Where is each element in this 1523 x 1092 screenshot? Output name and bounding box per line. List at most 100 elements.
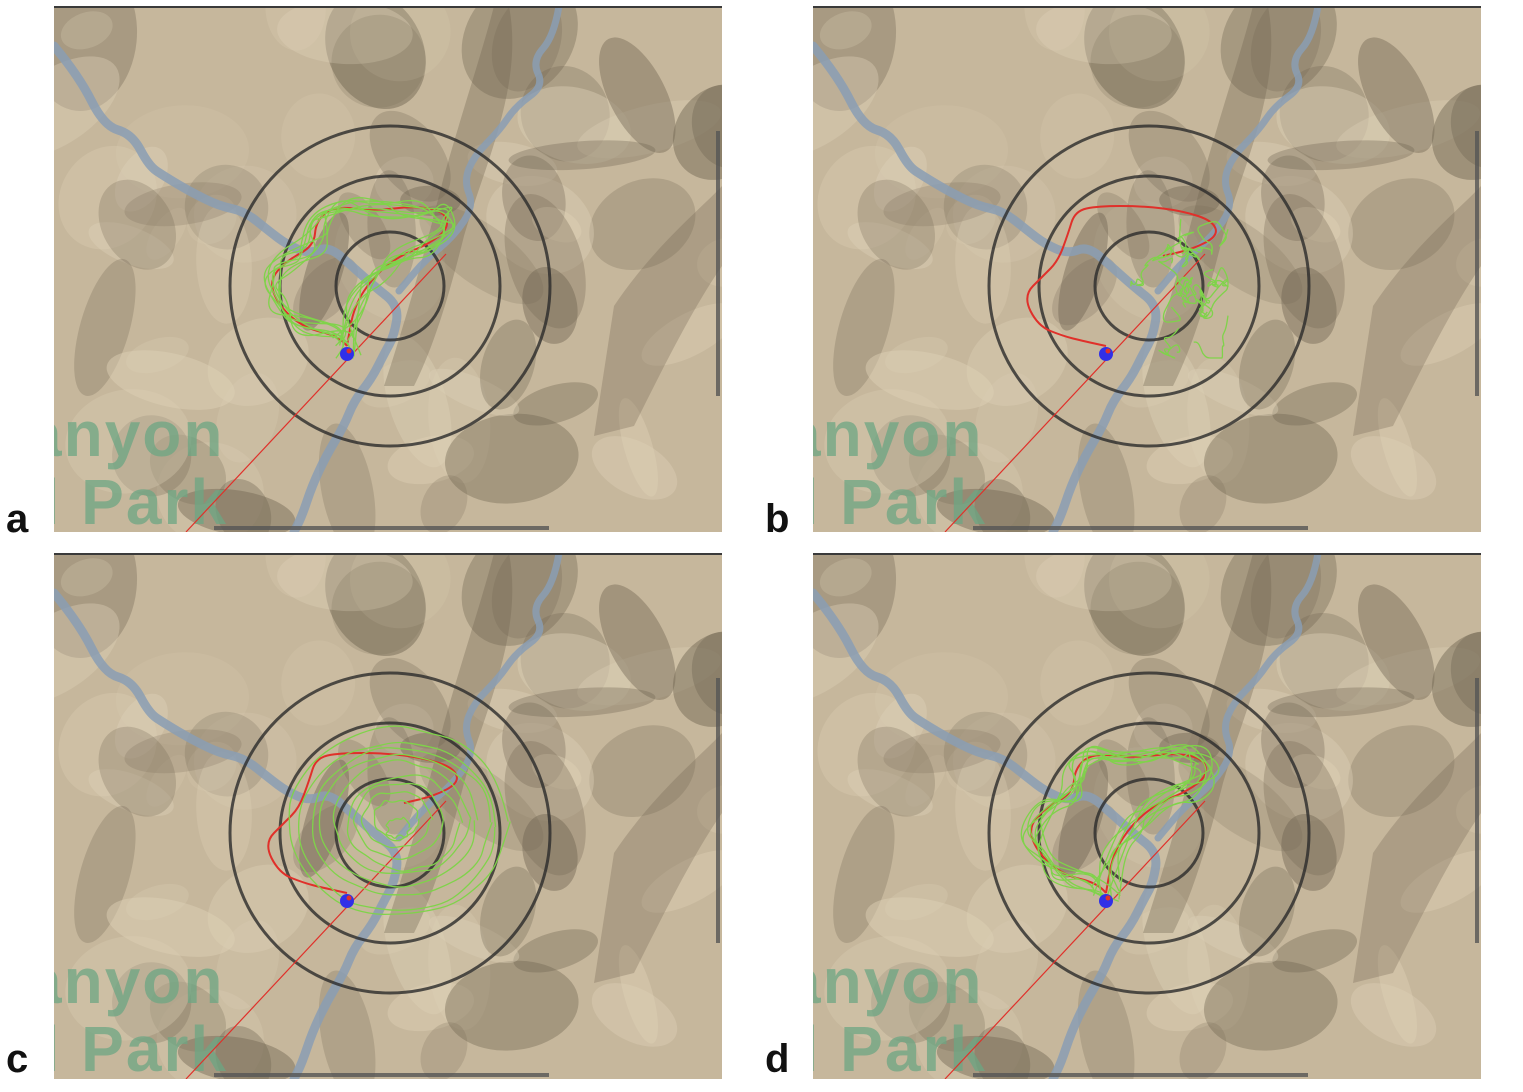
terrain-relief xyxy=(1263,194,1345,329)
terrain-relief xyxy=(1077,423,1135,532)
agent-tracks xyxy=(1020,744,1220,902)
terrain-relief xyxy=(177,488,296,532)
agent-track xyxy=(332,759,472,875)
terrain-relief xyxy=(871,415,951,497)
terrain-relief xyxy=(883,729,1001,774)
terrain-relief xyxy=(833,258,895,397)
panel-label-b: b xyxy=(765,497,790,541)
terrain-relief xyxy=(65,936,192,1041)
terrain-relief xyxy=(1245,175,1353,275)
park-name-line2: al Park xyxy=(813,1013,987,1079)
terrain-relief xyxy=(112,962,192,1044)
terrain-relief xyxy=(444,960,579,1051)
terrain-relief xyxy=(54,603,120,705)
terrain-relief xyxy=(114,693,168,759)
ridge-shadow xyxy=(1353,733,1481,983)
river xyxy=(54,588,402,1079)
terrain-relief xyxy=(374,703,434,755)
terrain-relief xyxy=(1090,14,1185,108)
terrain-relief xyxy=(905,754,947,807)
terrain-relief xyxy=(508,140,656,171)
terrain-relief xyxy=(1456,237,1481,287)
range-ring-3 xyxy=(987,671,1311,995)
agent-track xyxy=(1029,750,1202,897)
terrain-relief xyxy=(857,726,936,817)
agent-track xyxy=(1152,240,1191,262)
agent-track xyxy=(1197,220,1229,255)
map-panel-a: anyonal Park xyxy=(54,6,722,532)
terrain-base xyxy=(54,6,722,532)
terrain-relief xyxy=(691,85,722,168)
agent-track xyxy=(1040,752,1207,892)
terrain-relief xyxy=(599,584,676,700)
terrain-relief xyxy=(207,864,309,953)
terrain-relief xyxy=(1261,155,1325,242)
scroll-indicator-horizontal xyxy=(214,1073,549,1077)
map-canvas: anyonal Park xyxy=(54,6,722,532)
terrain-relief xyxy=(1350,436,1437,500)
terrain-relief xyxy=(936,1035,1055,1079)
terrain-relief xyxy=(577,100,722,159)
terrain-relief xyxy=(817,692,916,797)
bearing-line xyxy=(944,800,1206,1079)
terrain-relief xyxy=(400,732,461,763)
agent-track xyxy=(275,200,453,356)
terrain-relief xyxy=(331,561,426,655)
ridge-shadow xyxy=(1143,6,1272,386)
terrain-relief xyxy=(1146,435,1233,485)
river xyxy=(813,588,1161,1079)
agent-track xyxy=(1130,254,1167,287)
terrain-relief xyxy=(1450,632,1481,715)
panel-label-a: a xyxy=(6,497,29,541)
start-point-marker xyxy=(346,895,352,901)
terrain-relief xyxy=(502,702,566,789)
agent-track xyxy=(352,782,445,860)
agent-track xyxy=(318,753,479,888)
terrain-relief xyxy=(58,692,157,797)
range-ring-2 xyxy=(1037,174,1261,398)
agent-track xyxy=(271,203,456,344)
terrain-relief xyxy=(517,633,631,711)
terrain-relief xyxy=(331,14,426,108)
terrain-relief xyxy=(74,258,136,397)
scroll-indicator-horizontal xyxy=(973,1073,1308,1077)
river xyxy=(54,41,402,532)
river-branch xyxy=(395,6,563,295)
terrain-relief xyxy=(833,805,895,944)
terrain-relief xyxy=(508,687,656,718)
terrain-relief xyxy=(1239,866,1296,957)
ridge-shadow xyxy=(1353,186,1481,436)
terrain-relief xyxy=(467,141,558,187)
terrain-relief xyxy=(905,207,947,260)
terrain-relief xyxy=(1187,357,1250,484)
terrain-relief xyxy=(819,558,872,597)
terrain-relief xyxy=(444,413,579,504)
terrain-relief xyxy=(819,11,872,50)
terrain-relief xyxy=(299,212,350,331)
agent-track xyxy=(1158,327,1181,359)
terrain-relief xyxy=(589,725,696,818)
terrain-relief xyxy=(98,179,177,270)
terrain-relief xyxy=(156,442,264,532)
terrain-relief xyxy=(1279,65,1369,162)
terrain-relief xyxy=(915,442,1023,532)
panel-top-border xyxy=(54,6,722,8)
map-canvas: anyonal Park xyxy=(813,553,1481,1079)
terrain-relief xyxy=(1276,86,1390,164)
ridge-shadow xyxy=(384,6,513,386)
terrain-relief xyxy=(428,357,491,484)
terrain-relief xyxy=(857,179,936,270)
terrain-relief xyxy=(88,222,174,270)
terrain-relief xyxy=(88,769,174,817)
terrain-relief xyxy=(486,722,594,822)
map-canvas: anyonal Park xyxy=(813,6,1481,532)
terrain-relief xyxy=(1077,970,1135,1079)
terrain-relief xyxy=(1058,212,1109,331)
base-marker xyxy=(340,894,354,908)
terrain-relief xyxy=(277,6,413,65)
park-name-line1: anyon xyxy=(54,945,224,1017)
agent-track xyxy=(288,725,511,916)
terrain-relief xyxy=(1336,647,1481,706)
terrain-relief xyxy=(1267,140,1415,171)
terrain-relief xyxy=(54,6,138,112)
